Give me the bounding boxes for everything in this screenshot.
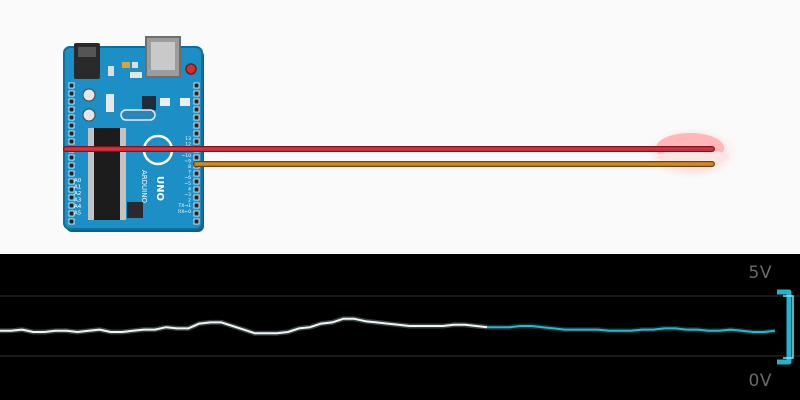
oscillator (120, 109, 156, 121)
analog-pin-label: A0 (74, 178, 82, 184)
header-pin (193, 138, 200, 145)
digital-pin-label: ~9 (184, 158, 191, 164)
power-jack-opening (78, 47, 96, 57)
header-pin (68, 154, 75, 161)
analog-pin-label: A3 (74, 198, 82, 204)
signal-trace (0, 316, 776, 336)
digital-pin-label: ~5 (184, 181, 191, 187)
header-pin (193, 106, 200, 113)
digital-pin-label: 7 (188, 170, 191, 176)
analog-pin-label: A2 (74, 191, 81, 197)
reset-button[interactable] (185, 63, 197, 75)
digital-pin-label: RX←0 (178, 209, 191, 215)
header-pin (68, 98, 75, 105)
board-model: UNO (154, 176, 165, 201)
oscilloscope-panel: 5V 0V (0, 254, 800, 400)
scale-bottom-label: 0V (748, 371, 772, 391)
header-pin (68, 106, 75, 113)
icsp-header (127, 202, 143, 218)
capacitor (82, 108, 96, 122)
smd-part (106, 94, 114, 112)
header-pin (68, 178, 75, 185)
trace-segment-recent (0, 317, 488, 335)
digital-pin-label: 8 (188, 164, 191, 170)
header-pin (68, 114, 75, 121)
header-pin (193, 218, 200, 225)
header-pin (68, 122, 75, 129)
header-pin (68, 170, 75, 177)
header-pin (68, 138, 75, 145)
trace-segment-older (487, 325, 776, 333)
header-pin (68, 218, 75, 225)
header-pin (68, 130, 75, 137)
scope-cursor-bracket[interactable] (777, 289, 794, 365)
piezo-disc[interactable] (646, 127, 738, 179)
digital-pin-label: ~6 (184, 175, 191, 181)
header-pin (68, 90, 75, 97)
header-pin (193, 194, 200, 201)
digital-pin-label: TX→1 (178, 203, 192, 209)
digital-pin-label: ~3 (184, 192, 191, 198)
left-header-pins (68, 82, 75, 225)
header-pin (193, 90, 200, 97)
crystal (122, 62, 130, 68)
digital-pin-label: ~10 (182, 153, 192, 159)
header-pin (193, 114, 200, 121)
header-pin (68, 82, 75, 89)
header-pin (193, 202, 200, 209)
chip-socket-left (88, 128, 94, 220)
header-pin (193, 82, 200, 89)
header-pin (193, 186, 200, 193)
smd-part (132, 62, 138, 68)
header-pin (193, 130, 200, 137)
header-pin (68, 194, 75, 201)
scale-top-label: 5V (748, 263, 772, 283)
analog-pin-label: A1 (74, 185, 81, 191)
board-brand: ARDUINO (140, 170, 148, 203)
header-pin (193, 154, 200, 161)
smd-part (180, 98, 190, 106)
smd-part (108, 66, 114, 76)
header-pin (68, 186, 75, 193)
atmega-chip (94, 128, 120, 220)
header-pin (193, 122, 200, 129)
led-block (130, 72, 142, 78)
header-pin (68, 202, 75, 209)
header-pin (193, 98, 200, 105)
analog-pin-label: A4 (74, 204, 82, 210)
header-pin (68, 162, 75, 169)
oscilloscope-plot (0, 289, 800, 365)
digital-pin-label: 13 (185, 136, 191, 142)
usb-chip (142, 96, 156, 110)
header-pin (193, 170, 200, 177)
digital-pin-label: 2 (188, 198, 191, 204)
capacitor (82, 88, 96, 102)
header-pin (193, 210, 200, 217)
header-pin (193, 178, 200, 185)
analog-pin-label: A5 (74, 211, 82, 217)
chip-socket-right (120, 128, 126, 220)
digital-pin-label: 4 (188, 186, 191, 192)
usb-connector-face (151, 42, 175, 70)
header-pin (68, 210, 75, 217)
smd-part (160, 98, 170, 106)
digital-pin-label: 12 (185, 142, 191, 148)
